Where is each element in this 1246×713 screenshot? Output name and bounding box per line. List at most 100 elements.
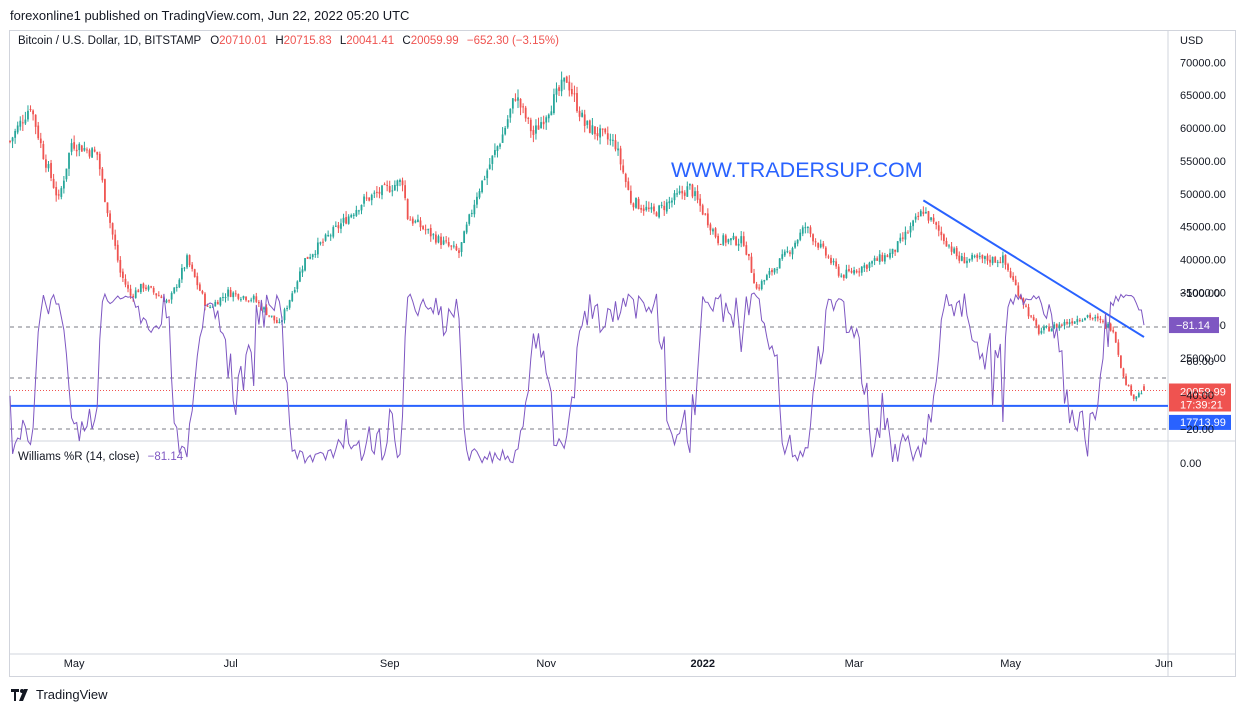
candle-body	[871, 261, 873, 264]
candle-body	[150, 286, 153, 288]
candle-body	[758, 287, 761, 289]
candle-body	[540, 122, 542, 129]
candle-body	[483, 178, 486, 180]
candle-body	[930, 217, 932, 220]
candle-body	[160, 296, 163, 299]
candle-body	[334, 225, 337, 227]
candle-body	[519, 98, 522, 108]
candle-body	[653, 206, 655, 212]
candle-body	[745, 245, 748, 255]
candle-body	[324, 234, 327, 241]
candle-body	[612, 139, 614, 141]
candle-body	[973, 255, 976, 257]
candle-body	[991, 256, 994, 264]
wr-axis-tick: −40.00	[1180, 390, 1214, 402]
candle-body	[96, 151, 99, 155]
candle-body	[476, 196, 478, 205]
candle-body	[742, 236, 745, 246]
candle-body	[783, 251, 786, 256]
price-axis-tick: 50000.00	[1180, 189, 1226, 201]
tradingview-logo-icon	[11, 688, 28, 701]
candle-body	[214, 301, 217, 307]
candle-body	[963, 257, 966, 264]
candle-body	[807, 227, 809, 229]
axes: USD 70000.00 65000.00 60000.00 55000.00 50000…	[64, 35, 1231, 670]
candle-body	[250, 299, 253, 301]
candle-body	[114, 234, 117, 246]
candle-body	[417, 219, 419, 222]
candle-body	[673, 193, 676, 201]
candle-body	[966, 260, 968, 264]
candle-body	[337, 225, 340, 229]
candle-body	[278, 321, 281, 323]
candle-body	[845, 269, 848, 278]
candle-body	[355, 210, 358, 216]
candle-body	[945, 240, 948, 247]
candle-body	[383, 184, 386, 186]
candle-body	[909, 225, 912, 233]
candle-body	[247, 300, 250, 302]
candle-body	[75, 149, 78, 152]
candle-body	[637, 198, 640, 210]
candle-body	[447, 241, 450, 246]
candle-body	[576, 93, 578, 112]
candle-body	[565, 76, 568, 83]
candle-body	[460, 242, 463, 252]
candle-body	[937, 225, 940, 231]
candle-body	[594, 126, 596, 135]
candle-body	[986, 255, 989, 261]
candle-body	[163, 297, 165, 302]
candle-body	[727, 239, 730, 243]
candle-body	[70, 143, 73, 152]
price-axis-tick: 55000.00	[1180, 156, 1226, 168]
candle-body	[842, 274, 845, 278]
candle-body	[440, 236, 442, 245]
time-axis-label: May	[64, 658, 85, 670]
candle-body	[658, 205, 660, 218]
candle-body	[29, 109, 32, 111]
candle-body	[748, 253, 750, 256]
high-value: 20715.83	[283, 35, 332, 47]
wr-axis-tick: −60.00	[1180, 356, 1214, 368]
candle-body	[1030, 315, 1033, 317]
price-axis-tick: 40000.00	[1180, 254, 1226, 266]
candle-body	[1009, 271, 1012, 278]
candle-body	[955, 247, 958, 257]
candle-body	[1040, 330, 1043, 334]
candle-body	[688, 183, 691, 186]
candle-body	[763, 280, 766, 282]
candle-body	[255, 296, 258, 302]
candle-body	[455, 246, 458, 251]
candle-body	[730, 238, 732, 241]
candle-body	[919, 210, 922, 217]
candle-body	[306, 256, 309, 259]
candle-body	[1053, 324, 1056, 329]
candle-body	[468, 214, 471, 224]
candle-body	[283, 309, 286, 321]
candle-body	[545, 117, 548, 123]
candle-body	[1019, 294, 1022, 300]
candle-body	[419, 220, 422, 228]
candle-body	[958, 255, 961, 261]
published-line: forexonline1 published on TradingView.co…	[10, 8, 410, 23]
candle-body	[486, 170, 489, 179]
candle-body	[514, 99, 517, 101]
candle-body	[1107, 323, 1109, 327]
candle-body	[257, 301, 260, 304]
candle-body	[273, 315, 276, 321]
candle-body	[701, 205, 704, 215]
drawings[interactable]	[10, 199, 1168, 407]
candle-body	[586, 120, 589, 125]
candle-body	[1135, 396, 1138, 400]
candle-body	[499, 144, 501, 147]
candle-body	[134, 290, 137, 298]
candle-body	[442, 240, 445, 245]
candle-body	[373, 192, 376, 194]
candle-body	[14, 130, 17, 138]
candle-body	[640, 208, 643, 210]
candle-body	[789, 252, 791, 254]
tradingview-logo[interactable]: TradingView	[11, 687, 108, 702]
candle-body	[1096, 316, 1099, 319]
candle-body	[191, 264, 194, 269]
